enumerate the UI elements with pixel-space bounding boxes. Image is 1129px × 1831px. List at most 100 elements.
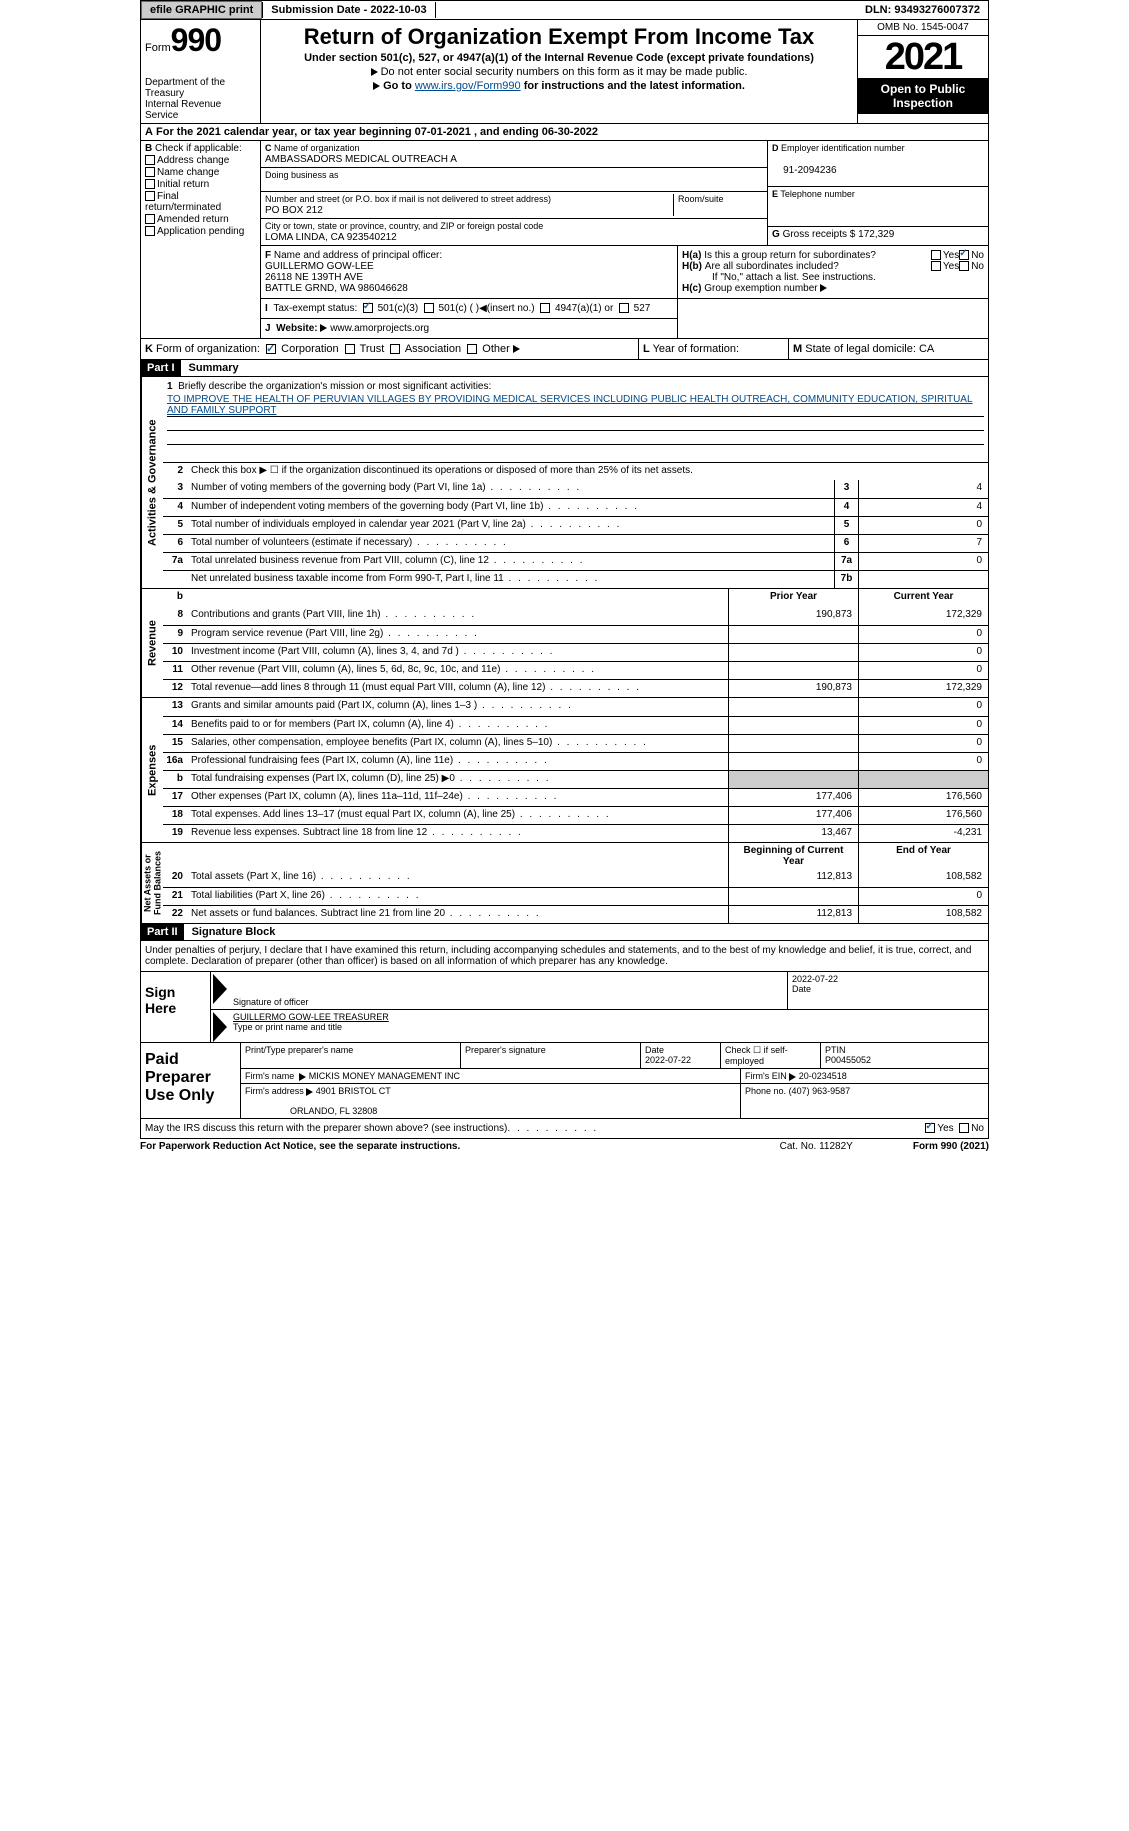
summary-line: 19Revenue less expenses. Subtract line 1… — [163, 824, 988, 842]
arrow-icon — [320, 324, 327, 332]
summary-line: 5Total number of individuals employed in… — [163, 516, 988, 534]
principal-officer: F Name and address of principal officer:… — [261, 246, 678, 298]
sig-date: 2022-07-22 — [792, 974, 838, 984]
checkbox-assoc[interactable] — [390, 344, 400, 354]
street-address: PO BOX 212 — [265, 205, 323, 216]
may-irs-discuss: May the IRS discuss this return with the… — [140, 1119, 989, 1139]
summary-line: bTotal fundraising expenses (Part IX, co… — [163, 770, 988, 788]
city-state-zip: LOMA LINDA, CA 923540212 — [265, 232, 397, 243]
checkbox-final-return[interactable] — [145, 191, 155, 201]
org-name: AMBASSADORS MEDICAL OUTREACH A — [265, 154, 457, 165]
officer-name: GUILLERMO GOW-LEE TREASURER — [233, 1012, 389, 1022]
efile-print-button[interactable]: efile GRAPHIC print — [141, 1, 262, 19]
summary-line: 17Other expenses (Part IX, column (A), l… — [163, 788, 988, 806]
checkbox-discuss-yes[interactable] — [925, 1123, 935, 1133]
checkbox-hb-no[interactable] — [959, 261, 969, 271]
checkbox-name-change[interactable] — [145, 167, 155, 177]
summary-line: 18Total expenses. Add lines 13–17 (must … — [163, 806, 988, 824]
org-name-cell: C Name of organization AMBASSADORS MEDIC… — [261, 141, 767, 168]
arrow-icon — [789, 1073, 796, 1081]
open-to-public: Open to Public Inspection — [858, 78, 988, 114]
website: www.amorprojects.org — [330, 323, 429, 334]
checkbox-ha-no[interactable] — [959, 250, 969, 260]
row-k: K Form of organization: Corporation Trus… — [140, 339, 989, 360]
irs-link[interactable]: www.irs.gov/Form990 — [415, 80, 521, 92]
vert-label-exp: Expenses — [141, 698, 163, 842]
summary-line: 21Total liabilities (Part X, line 26)0 — [163, 887, 988, 905]
net-assets-section: Net Assets or Fund Balances Beginning of… — [140, 843, 989, 924]
vert-label-rev: Revenue — [141, 589, 163, 697]
ssn-note: Do not enter social security numbers on … — [265, 66, 853, 78]
perjury-statement: Under penalties of perjury, I declare th… — [140, 941, 989, 972]
summary-line: 4Number of independent voting members of… — [163, 498, 988, 516]
checkbox-other[interactable] — [467, 344, 477, 354]
summary-line: 7aTotal unrelated business revenue from … — [163, 552, 988, 570]
arrow-icon — [213, 974, 227, 1004]
row-a-tax-year: A For the 2021 calendar year, or tax yea… — [140, 124, 989, 141]
arrow-icon — [513, 345, 520, 353]
revenue-section: Revenue bPrior YearCurrent Year 8Contrib… — [140, 589, 989, 698]
summary-line: 10Investment income (Part VIII, column (… — [163, 643, 988, 661]
summary-line: 15Salaries, other compensation, employee… — [163, 734, 988, 752]
ein-cell: D Employer identification number 91-2094… — [768, 141, 988, 187]
tax-year: 2021 — [858, 36, 988, 78]
main-info-block: B Check if applicable: Address change Na… — [140, 141, 989, 339]
activities-governance: Activities & Governance 1 Briefly descri… — [140, 377, 989, 589]
arrow-icon — [373, 82, 380, 90]
summary-line: 22Net assets or fund balances. Subtract … — [163, 905, 988, 923]
dept-treasury: Department of the Treasury Internal Reve… — [145, 77, 256, 121]
vert-label-na: Net Assets or Fund Balances — [141, 843, 163, 923]
tax-exempt-status: I Tax-exempt status: 501(c)(3) 501(c) ( … — [261, 299, 677, 319]
check-if-applicable: B Check if applicable: Address change Na… — [141, 141, 260, 240]
summary-line: 9Program service revenue (Part VIII, lin… — [163, 625, 988, 643]
checkbox-527[interactable] — [619, 303, 629, 313]
arrow-icon — [299, 1073, 306, 1081]
address-cell: Number and street (or P.O. box if mail i… — [261, 192, 767, 219]
part2-header: Part II Signature Block — [140, 924, 989, 941]
checkbox-501c[interactable] — [424, 303, 434, 313]
omb-number: OMB No. 1545-0047 — [858, 20, 988, 36]
expenses-section: Expenses 13Grants and similar amounts pa… — [140, 698, 989, 843]
dba-cell: Doing business as — [261, 168, 767, 192]
summary-line: 3Number of voting members of the governi… — [163, 480, 988, 498]
checkbox-amended-return[interactable] — [145, 214, 155, 224]
group-return-block: H(a) Is this a group return for subordin… — [678, 246, 988, 298]
summary-line: 13Grants and similar amounts paid (Part … — [163, 698, 988, 716]
checkbox-address-change[interactable] — [145, 155, 155, 165]
summary-line: 11Other revenue (Part VIII, column (A), … — [163, 661, 988, 679]
gross-receipts-cell: G Gross receipts $ 172,329 — [768, 227, 988, 242]
arrow-icon — [306, 1088, 313, 1096]
summary-line: 16aProfessional fundraising fees (Part I… — [163, 752, 988, 770]
checkbox-501c3[interactable] — [363, 303, 373, 313]
top-bar: efile GRAPHIC print Submission Date - 20… — [140, 0, 989, 20]
form-header: Form990 Department of the Treasury Inter… — [140, 20, 989, 124]
summary-line: 12Total revenue—add lines 8 through 11 (… — [163, 679, 988, 697]
paid-preparer-block: Paid Preparer Use Only Print/Type prepar… — [140, 1043, 989, 1119]
part1-header: Part I Summary — [140, 360, 989, 377]
city-cell: City or town, state or province, country… — [261, 219, 767, 245]
sign-here-block: Sign Here Signature of officer 2022-07-2… — [140, 972, 989, 1043]
goto-note: Go to www.irs.gov/Form990 for instructio… — [265, 80, 853, 92]
checkbox-corp[interactable] — [266, 344, 276, 354]
checkbox-app-pending[interactable] — [145, 226, 155, 236]
website-row: J Website: www.amorprojects.org — [261, 319, 677, 338]
dln: DLN: 93493276007372 — [857, 2, 988, 18]
checkbox-4947[interactable] — [540, 303, 550, 313]
form-subtitle: Under section 501(c), 527, or 4947(a)(1)… — [265, 52, 853, 64]
summary-line: Net unrelated business taxable income fr… — [163, 570, 988, 588]
ein: 91-2094236 — [783, 165, 836, 176]
summary-line: 14Benefits paid to or for members (Part … — [163, 716, 988, 734]
checkbox-ha-yes[interactable] — [931, 250, 941, 260]
gross-receipts: 172,329 — [858, 229, 894, 240]
checkbox-initial-return[interactable] — [145, 179, 155, 189]
arrow-icon — [213, 1012, 227, 1042]
submission-date: Submission Date - 2022-10-03 — [262, 2, 435, 18]
checkbox-trust[interactable] — [345, 344, 355, 354]
form-title: Return of Organization Exempt From Incom… — [265, 24, 853, 50]
checkbox-hb-yes[interactable] — [931, 261, 941, 271]
summary-line: 6Total number of volunteers (estimate if… — [163, 534, 988, 552]
checkbox-discuss-no[interactable] — [959, 1123, 969, 1133]
mission-statement: TO IMPROVE THE HEALTH OF PERUVIAN VILLAG… — [167, 394, 984, 416]
summary-line: 20Total assets (Part X, line 16)112,8131… — [163, 869, 988, 887]
arrow-icon — [371, 68, 378, 76]
